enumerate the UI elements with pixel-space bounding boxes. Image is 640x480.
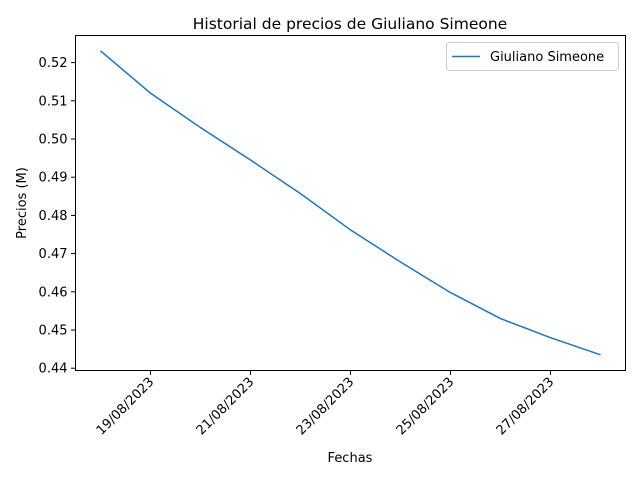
legend: Giuliano Simeone xyxy=(446,42,619,71)
y-tick-label: 0.46 xyxy=(39,285,68,300)
plot-layer xyxy=(100,50,601,356)
y-tick-label: 0.48 xyxy=(39,209,68,224)
y-tick-label: 0.51 xyxy=(39,94,68,109)
chart-title: Historial de precios de Giuliano Simeone xyxy=(193,15,507,33)
plot-frame xyxy=(75,35,626,371)
y-tick-label: 0.44 xyxy=(39,362,68,377)
y-axis-label: Precios (M) xyxy=(15,167,30,239)
y-tick-label: 0.47 xyxy=(39,247,68,262)
legend-box xyxy=(446,42,619,71)
x-tick-label: 23/08/2023 xyxy=(294,375,358,439)
y-tick-label: 0.45 xyxy=(39,324,68,339)
y-axis-ticks: 0.44 0.45 0.46 0.47 0.48 0.49 0.50 0.51 0.52 xyxy=(39,56,76,377)
series-line-0 xyxy=(100,50,601,356)
x-tick-label: 25/08/2023 xyxy=(394,375,458,439)
x-tick-label: 21/08/2023 xyxy=(194,375,258,439)
y-tick-label: 0.49 xyxy=(39,171,68,186)
y-tick-label: 0.50 xyxy=(39,133,68,148)
legend-label: Giuliano Simeone xyxy=(490,50,604,65)
x-tick-label: 19/08/2023 xyxy=(94,375,158,439)
x-axis-ticks: 19/08/2023 21/08/2023 23/08/2023 25/08/2023… xyxy=(94,370,558,439)
y-tick-label: 0.52 xyxy=(39,56,68,71)
x-axis-label: Fechas xyxy=(328,451,373,466)
x-tick-label: 27/08/2023 xyxy=(494,375,558,439)
